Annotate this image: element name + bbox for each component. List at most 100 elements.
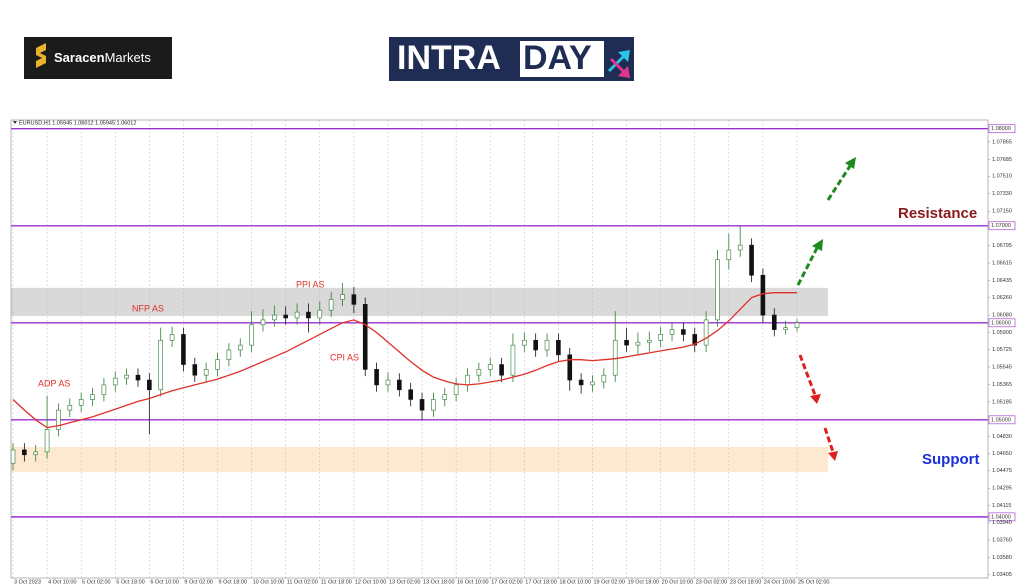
y-tick-label: 1.05185 <box>992 399 1012 405</box>
y-tick-label: 1.06080 <box>992 312 1012 318</box>
logo-bold: Saracen <box>54 50 105 65</box>
y-tick-label: 1.07150 <box>992 209 1012 215</box>
y-tick-label: 1.05365 <box>992 382 1012 388</box>
x-tick-label: 5 Oct 18:00 <box>116 579 144 585</box>
candle-body <box>203 369 209 376</box>
candle-body <box>771 314 777 330</box>
candle-body <box>533 339 538 351</box>
x-tick-label: 17 Oct 18:00 <box>525 579 557 585</box>
x-tick-label: 9 Oct 02:00 <box>184 579 212 585</box>
support-label: Support <box>922 451 980 468</box>
y-tick-label: 1.06795 <box>992 243 1012 249</box>
y-tick-label: 1.07330 <box>992 191 1012 197</box>
candle-body <box>715 259 720 321</box>
candle-body <box>237 344 243 351</box>
annotation: NFP AS <box>132 303 164 313</box>
level-label-box <box>988 512 1016 522</box>
candle-body <box>590 381 595 386</box>
candle-body <box>56 409 61 430</box>
candle-body <box>487 364 493 370</box>
arrow-up <box>796 247 819 286</box>
candle-body <box>124 374 129 379</box>
candle-body <box>78 399 84 406</box>
x-tick-label: 3 Oct 2023 <box>14 579 41 585</box>
y-tick-label: 1.05725 <box>992 347 1012 353</box>
arrows <box>796 157 856 461</box>
y-tick-label: 1.05545 <box>992 364 1012 370</box>
level-label: 1.05000 <box>991 417 1011 423</box>
candle-body <box>181 334 186 365</box>
candle-body <box>499 364 504 376</box>
candle-body <box>340 294 345 300</box>
candle-body <box>226 349 232 360</box>
candle-body <box>510 344 516 376</box>
candle-body <box>601 374 607 383</box>
candle-body <box>192 364 198 376</box>
y-tick-label: 1.05900 <box>992 330 1012 336</box>
candle-body <box>362 304 368 370</box>
candle-body <box>669 329 675 335</box>
arrow-head <box>845 157 856 169</box>
arrow-head <box>810 394 821 404</box>
menu-triangle <box>13 121 17 124</box>
candle-body <box>397 379 402 391</box>
candle-body <box>703 319 709 346</box>
y-tick-label: 1.03760 <box>992 538 1012 544</box>
y-tick-label: 1.04650 <box>992 451 1012 457</box>
zone <box>11 287 828 317</box>
zone <box>11 447 828 473</box>
candle-body <box>465 374 470 386</box>
level-label: 1.07000 <box>991 223 1011 229</box>
level-label-box <box>988 221 1016 231</box>
candle-body <box>385 379 391 386</box>
x-tick-label: 10 Oct 10:00 <box>253 579 285 585</box>
candle-body <box>453 384 459 395</box>
logo-intra: INTRA <box>397 39 501 77</box>
candle-body <box>328 299 334 311</box>
annotation: CPI AS <box>330 352 359 362</box>
candle-body <box>544 339 550 351</box>
grid <box>12 120 798 578</box>
candle-body <box>419 399 425 411</box>
moving-average <box>12 292 797 429</box>
candle-body <box>294 311 300 319</box>
candle-body <box>556 339 561 356</box>
candle-body <box>624 339 629 346</box>
candle-body <box>612 339 618 376</box>
annotation: PPI AS <box>296 279 325 289</box>
y-tick-label: 1.03940 <box>992 520 1012 526</box>
candle-body <box>306 311 311 319</box>
candle-body <box>169 334 175 341</box>
logo-day-box <box>520 41 604 77</box>
y-tick-label: 1.04830 <box>992 434 1012 440</box>
x-tick-label: 4 Oct 10:00 <box>48 579 76 585</box>
candle-body <box>374 369 379 386</box>
arrow-head <box>812 239 823 251</box>
logo-day: DAY <box>523 39 592 77</box>
levels: 1.08000 1.07000 1.06000 1.05000 1.04000 <box>11 124 1016 522</box>
candle-body <box>215 359 220 370</box>
logo-arrow-down <box>610 58 630 78</box>
candle-body <box>681 329 686 335</box>
x-tick-label: 16 Oct 10:00 <box>457 579 489 585</box>
logo-box <box>24 37 172 79</box>
x-tick-label: 25 Oct 02:00 <box>798 579 830 585</box>
candle-body <box>737 244 743 251</box>
y-tick-label: 1.06435 <box>992 278 1012 284</box>
x-tick-label: 6 Oct 10:00 <box>150 579 178 585</box>
logo-icon <box>36 43 46 68</box>
candle-body <box>794 322 800 328</box>
candle-body <box>578 379 584 386</box>
y-tick-label: 1.07510 <box>992 174 1012 180</box>
x-tick-label: 19 Oct 18:00 <box>628 579 660 585</box>
candle-body <box>44 429 50 453</box>
level-label-box <box>988 415 1016 425</box>
candle-body <box>272 314 277 321</box>
candle-body <box>22 449 27 456</box>
candle-body <box>33 451 39 456</box>
intraday-logo: INTRA DAY <box>389 37 634 81</box>
candle-body <box>112 377 118 386</box>
candle-body <box>147 379 152 391</box>
